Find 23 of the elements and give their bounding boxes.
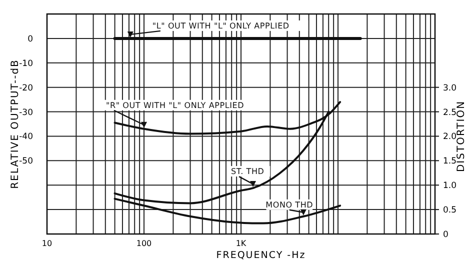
- x-tick-label: 1K: [236, 239, 247, 248]
- series-label: "L" OUT WITH "L" ONLY APPLIED: [152, 21, 290, 30]
- y2-tick-label: 3.0: [443, 83, 457, 94]
- y2-tick-label: 2.0: [443, 132, 457, 142]
- y-tick-label: -50: [19, 156, 33, 167]
- y2-tick-label: 0.5: [443, 206, 457, 216]
- series-label: ST. THD: [231, 167, 264, 176]
- x-axis-title: FREQUENCY -Hz: [216, 250, 306, 261]
- x-tick-label: 10: [42, 239, 52, 248]
- y2-tick-label: 2.5: [443, 108, 457, 118]
- y-tick-label: -10: [19, 58, 33, 69]
- y2-tick-label: 0: [443, 230, 448, 240]
- y-tick-label: -20: [19, 83, 33, 94]
- y2-tick-label: 1.5: [443, 156, 457, 167]
- y-tick-label: -30: [19, 108, 33, 118]
- series-label: MONO THD: [266, 200, 314, 210]
- y2-tick-label: 1.0: [443, 181, 457, 192]
- y-axis-title: RELATIVE OUTPUT--dB: [10, 59, 21, 189]
- y-tick-label: 0: [28, 34, 33, 44]
- y-tick-label: -40: [19, 132, 33, 142]
- y2-axis-title: DISTORTION: [456, 100, 467, 172]
- series-label: "R" OUT WITH "L" ONLY APPLIED: [106, 100, 244, 110]
- x-tick-label: 100: [136, 239, 152, 248]
